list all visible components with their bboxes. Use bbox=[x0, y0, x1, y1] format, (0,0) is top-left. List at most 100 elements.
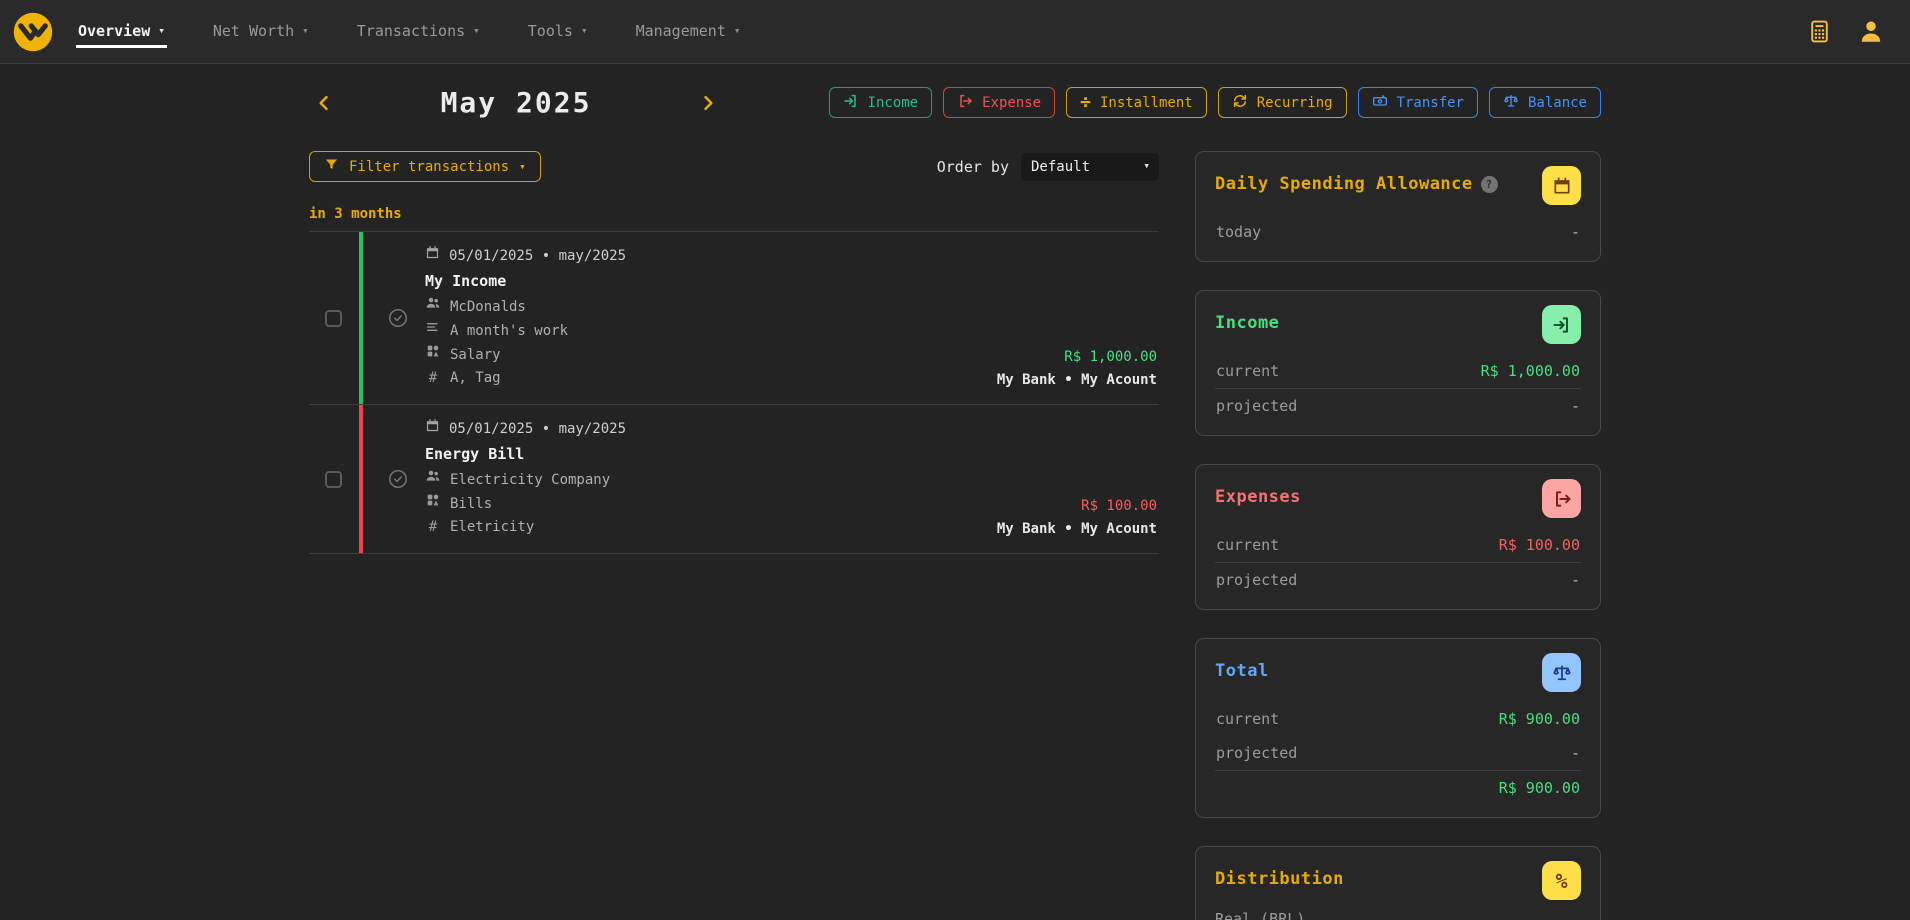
order-by-label: Order by bbox=[936, 157, 1009, 176]
row-label: current bbox=[1216, 536, 1280, 554]
month-title: May 2025 bbox=[440, 86, 592, 119]
transaction-description: A month's work bbox=[450, 322, 569, 339]
row-label: current bbox=[1216, 710, 1280, 728]
percent-icon: % bbox=[1542, 861, 1581, 900]
chevron-down-icon: ▾ bbox=[733, 24, 741, 37]
order-by-select[interactable]: Default bbox=[1021, 152, 1159, 181]
transaction-row-energy-bill[interactable]: 05/01/2025 • may/2025 Energy Bill Electr… bbox=[309, 405, 1159, 554]
funnel-icon bbox=[324, 157, 339, 176]
row-label: projected bbox=[1216, 397, 1298, 415]
nav-item-tools[interactable]: Tools ▾ bbox=[526, 16, 590, 48]
transaction-account: My Bank • My Acount bbox=[996, 372, 1157, 388]
nav-item-transactions[interactable]: Transactions ▾ bbox=[355, 16, 482, 48]
chevron-down-icon: ▾ bbox=[302, 24, 309, 37]
income-button[interactable]: Income bbox=[828, 87, 933, 118]
top-navbar: Overview ▾ Net Worth ▾ Transactions ▾ To… bbox=[0, 0, 1910, 64]
chevron-down-icon: ▾ bbox=[519, 160, 526, 173]
chevron-down-icon: ▾ bbox=[158, 24, 165, 37]
expense-button[interactable]: Expense bbox=[943, 87, 1056, 118]
card-title: Daily Spending Allowance bbox=[1215, 174, 1473, 194]
row-label: projected bbox=[1216, 744, 1298, 762]
transaction-title: My Income bbox=[425, 272, 507, 290]
calendar-icon bbox=[425, 245, 440, 268]
transactions-panel: Filter transactions ▾ Order by Default ▾… bbox=[309, 151, 1159, 554]
status-check-icon bbox=[387, 468, 409, 490]
transaction-contact: McDonalds bbox=[450, 298, 526, 315]
prev-month-button[interactable] bbox=[309, 88, 339, 118]
row-value: R$ 1,000.00 bbox=[1480, 362, 1580, 380]
scales-icon bbox=[1542, 653, 1581, 692]
recurring-button[interactable]: Recurring bbox=[1217, 87, 1347, 118]
nav-item-management[interactable]: Management ▾ bbox=[634, 16, 743, 48]
chevron-down-icon: ▾ bbox=[473, 24, 480, 37]
total-value: R$ 900.00 bbox=[1498, 779, 1580, 797]
group-label: in 3 months bbox=[309, 206, 1159, 232]
card-title: Total bbox=[1215, 661, 1269, 681]
installment-button[interactable]: ÷ Installment bbox=[1066, 87, 1207, 118]
income-icon bbox=[843, 93, 859, 113]
transfer-button[interactable]: Transfer bbox=[1357, 87, 1478, 118]
description-icon bbox=[425, 319, 441, 343]
balance-button[interactable]: Balance bbox=[1488, 87, 1601, 118]
row-value: R$ 100.00 bbox=[1498, 536, 1580, 554]
row-value: - bbox=[1570, 223, 1580, 241]
row-value: R$ 900.00 bbox=[1498, 710, 1580, 728]
status-check-icon bbox=[387, 307, 409, 329]
nav-item-overview[interactable]: Overview ▾ bbox=[76, 16, 167, 48]
category-icon bbox=[425, 492, 441, 516]
card-daily-spending-allowance: Daily Spending Allowance ? today - bbox=[1195, 151, 1601, 262]
card-title: Income bbox=[1215, 313, 1280, 333]
nav-label: Transactions bbox=[356, 21, 466, 40]
summary-sidebar: Daily Spending Allowance ? today - bbox=[1195, 151, 1601, 920]
row-value: - bbox=[1570, 397, 1580, 415]
filter-transactions-button[interactable]: Filter transactions ▾ bbox=[309, 151, 541, 182]
daily-calendar-icon bbox=[1542, 166, 1581, 205]
row-label: today bbox=[1216, 223, 1262, 241]
currency-label: Real (BRL) bbox=[1215, 910, 1306, 920]
nav-item-net-worth[interactable]: Net Worth ▾ bbox=[211, 16, 311, 48]
transaction-checkbox[interactable] bbox=[325, 470, 342, 488]
calendar-icon bbox=[425, 418, 440, 441]
card-total: Total current R$ 900.00 bbox=[1195, 638, 1601, 818]
transaction-category: Salary bbox=[450, 346, 501, 363]
next-month-button[interactable] bbox=[693, 88, 723, 118]
division-icon: ÷ bbox=[1080, 91, 1091, 113]
row-label: current bbox=[1216, 362, 1280, 380]
nav-label: Management bbox=[635, 21, 726, 40]
nav-label: Net Worth bbox=[212, 21, 295, 40]
card-expenses: Expenses current R$ 100.00 projected - bbox=[1195, 464, 1601, 610]
transfer-icon bbox=[1372, 93, 1388, 113]
calculator-icon[interactable] bbox=[1806, 19, 1832, 45]
transaction-amount: R$ 100.00 bbox=[1081, 498, 1157, 514]
contact-icon bbox=[425, 295, 441, 319]
help-icon[interactable]: ? bbox=[1480, 175, 1498, 193]
contact-icon bbox=[425, 468, 441, 492]
transaction-checkbox[interactable] bbox=[325, 309, 342, 327]
chevron-down-icon: ▾ bbox=[580, 24, 588, 37]
transaction-date: 05/01/2025 • may/2025 bbox=[449, 248, 627, 264]
expense-icon bbox=[957, 93, 973, 113]
tag-icon: # bbox=[428, 370, 438, 386]
transaction-amount: R$ 1,000.00 bbox=[1064, 349, 1157, 365]
card-title: Expenses bbox=[1215, 487, 1301, 507]
card-distribution: Distribution % Real (BRL) bbox=[1195, 846, 1601, 920]
expense-color-bar bbox=[359, 405, 363, 553]
transaction-category: Bills bbox=[450, 495, 493, 512]
income-icon bbox=[1542, 305, 1581, 344]
transaction-account: My Bank • My Acount bbox=[996, 521, 1157, 537]
transaction-tags: Eletricity bbox=[450, 519, 535, 535]
nav-label: Overview bbox=[78, 21, 151, 40]
user-profile-icon[interactable] bbox=[1858, 19, 1884, 45]
recurring-icon bbox=[1232, 93, 1248, 113]
transaction-date: 05/01/2025 • may/2025 bbox=[449, 421, 627, 437]
expense-icon bbox=[1542, 479, 1581, 518]
nav-label: Tools bbox=[527, 21, 573, 40]
new-entry-buttons: Income Expense ÷ Installment bbox=[828, 87, 1601, 118]
row-label: projected bbox=[1216, 571, 1298, 589]
card-title: Distribution bbox=[1215, 869, 1344, 889]
card-income: Income current R$ 1,000.00 projected - bbox=[1195, 290, 1601, 436]
transaction-tags: A, Tag bbox=[450, 370, 501, 386]
transaction-row-my-income[interactable]: 05/01/2025 • may/2025 My Income McDonald… bbox=[309, 232, 1159, 405]
month-navigation: May 2025 bbox=[309, 86, 723, 119]
app-logo-icon[interactable] bbox=[12, 11, 54, 53]
